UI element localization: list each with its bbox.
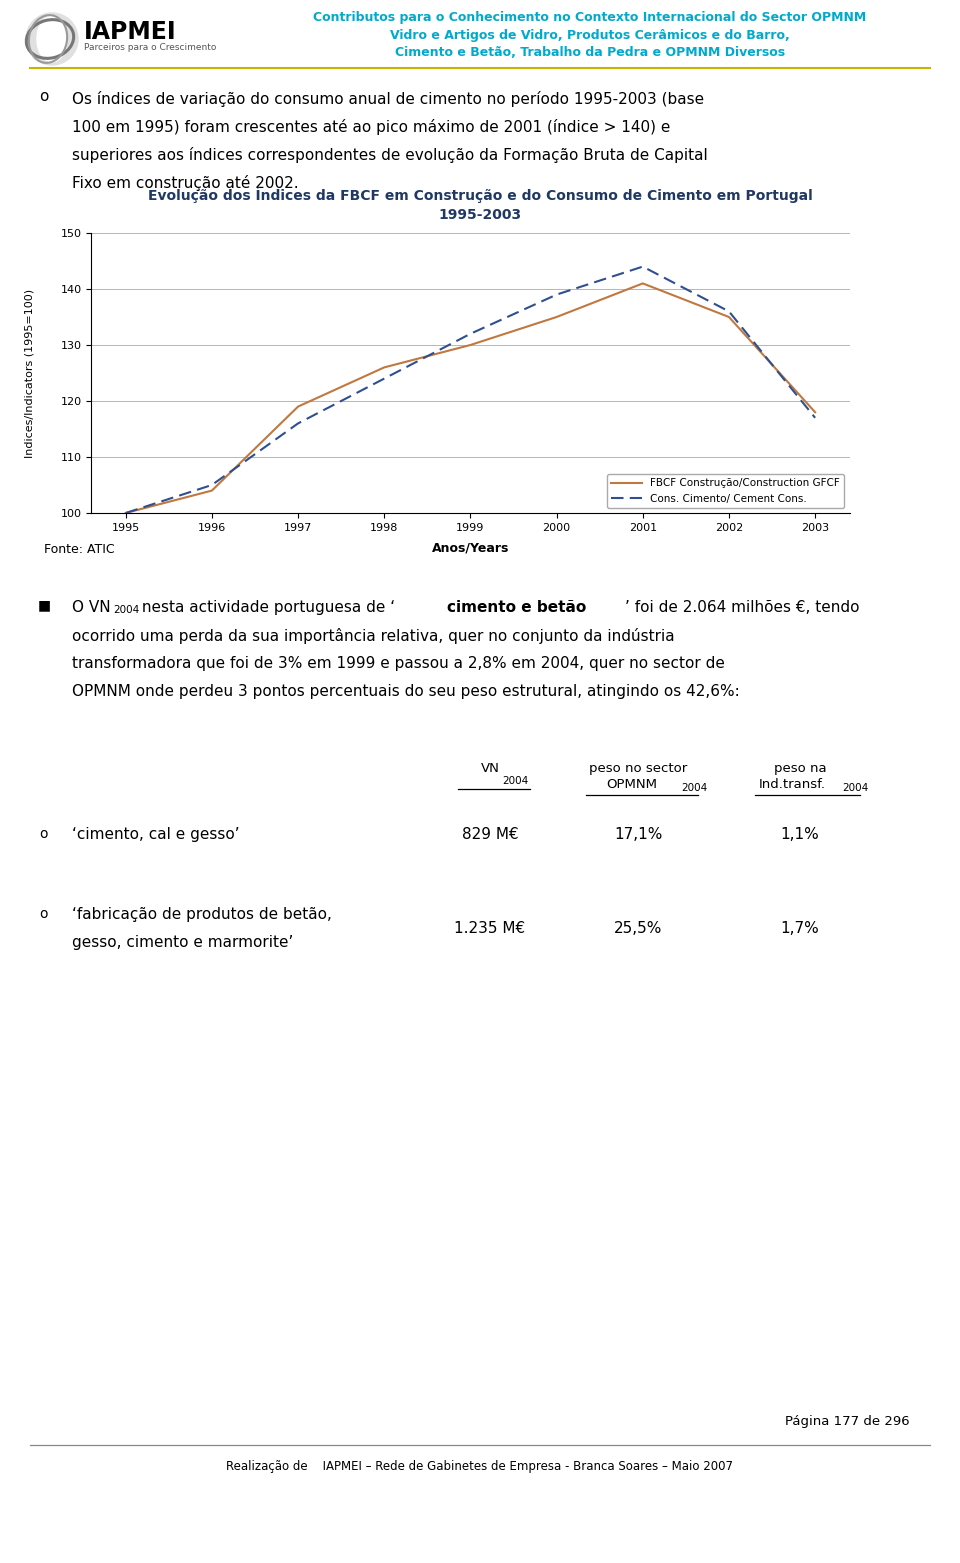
- Text: Os índices de variação do consumo anual de cimento no período 1995-2003 (base: Os índices de variação do consumo anual …: [72, 91, 704, 106]
- Text: Vidro e Artigos de Vidro, Produtos Cerâmicos e do Barro,: Vidro e Artigos de Vidro, Produtos Cerâm…: [390, 28, 790, 42]
- Text: OPMNM: OPMNM: [607, 778, 658, 791]
- Y-axis label: Indices/Indicators (1995=100): Indices/Indicators (1995=100): [24, 289, 35, 458]
- Text: 1,7%: 1,7%: [780, 921, 820, 936]
- Text: ocorrido uma perda da sua importância relativa, quer no conjunto da indústria: ocorrido uma perda da sua importância re…: [72, 628, 675, 644]
- Text: peso no sector: peso no sector: [588, 763, 687, 775]
- Text: VN: VN: [481, 763, 499, 775]
- Text: ’ foi de 2.064 milhões €, tendo: ’ foi de 2.064 milhões €, tendo: [625, 600, 859, 614]
- Text: Parceiros para o Crescimento: Parceiros para o Crescimento: [84, 44, 216, 53]
- Text: ‘fabricação de produtos de betão,: ‘fabricação de produtos de betão,: [72, 907, 332, 922]
- Text: 1.235 M€: 1.235 M€: [454, 921, 525, 936]
- Text: Realização de    IAPMEI – Rede de Gabinetes de Empresa - Branca Soares – Maio 20: Realização de IAPMEI – Rede de Gabinetes…: [227, 1460, 733, 1472]
- Text: O VN: O VN: [72, 600, 110, 614]
- Text: Cimento e Betão, Trabalho da Pedra e OPMNM Diversos: Cimento e Betão, Trabalho da Pedra e OPM…: [395, 45, 785, 58]
- Text: peso na: peso na: [774, 763, 827, 775]
- Text: 17,1%: 17,1%: [613, 827, 662, 842]
- Text: 2004: 2004: [842, 783, 868, 792]
- Text: 1995-2003: 1995-2003: [439, 208, 521, 222]
- Text: transformadora que foi de 3% em 1999 e passou a 2,8% em 2004, quer no sector de: transformadora que foi de 3% em 1999 e p…: [72, 656, 725, 671]
- Text: 2004: 2004: [113, 605, 139, 614]
- Ellipse shape: [37, 16, 67, 63]
- Text: Fixo em construção até 2002.: Fixo em construção até 2002.: [72, 175, 299, 191]
- Text: cimento e betão: cimento e betão: [447, 600, 587, 614]
- Text: 100 em 1995) foram crescentes até ao pico máximo de 2001 (índice > 140) e: 100 em 1995) foram crescentes até ao pic…: [72, 119, 670, 134]
- Text: 25,5%: 25,5%: [613, 921, 662, 936]
- Text: nesta actividade portuguesa de ‘: nesta actividade portuguesa de ‘: [137, 600, 396, 614]
- Text: 2004: 2004: [502, 775, 528, 786]
- Text: Página 177 de 296: Página 177 de 296: [785, 1415, 910, 1429]
- Text: ‘cimento, cal e gesso’: ‘cimento, cal e gesso’: [72, 827, 240, 842]
- X-axis label: Anos/Years: Anos/Years: [432, 541, 509, 553]
- Text: gesso, cimento e marmorite’: gesso, cimento e marmorite’: [72, 935, 294, 950]
- Text: o: o: [39, 827, 48, 841]
- Text: o: o: [39, 907, 48, 921]
- Text: IAPMEI: IAPMEI: [84, 20, 177, 44]
- Text: 829 M€: 829 M€: [462, 827, 518, 842]
- Text: Contributos para o Conhecimento no Contexto Internacional do Sector OPMNM: Contributos para o Conhecimento no Conte…: [313, 11, 867, 25]
- Text: 1,1%: 1,1%: [780, 827, 820, 842]
- Text: superiores aos índices correspondentes de evolução da Formação Bruta de Capital: superiores aos índices correspondentes d…: [72, 147, 708, 163]
- Text: o: o: [39, 89, 49, 105]
- Text: ■: ■: [37, 599, 51, 613]
- Circle shape: [26, 13, 78, 66]
- Text: Fonte: ATIC: Fonte: ATIC: [44, 542, 114, 556]
- Text: OPMNM onde perdeu 3 pontos percentuais do seu peso estrutural, atingindo os 42,6: OPMNM onde perdeu 3 pontos percentuais d…: [72, 685, 740, 699]
- Text: Evolução dos Índices da FBCF em Construção e do Consumo de Cimento em Portugal: Evolução dos Índices da FBCF em Construç…: [148, 188, 812, 203]
- Text: 2004: 2004: [681, 783, 708, 792]
- Legend: FBCF Construção/Construction GFCF, Cons. Cimento/ Cement Cons.: FBCF Construção/Construction GFCF, Cons.…: [607, 474, 845, 508]
- Text: Ind.transf.: Ind.transf.: [758, 778, 826, 791]
